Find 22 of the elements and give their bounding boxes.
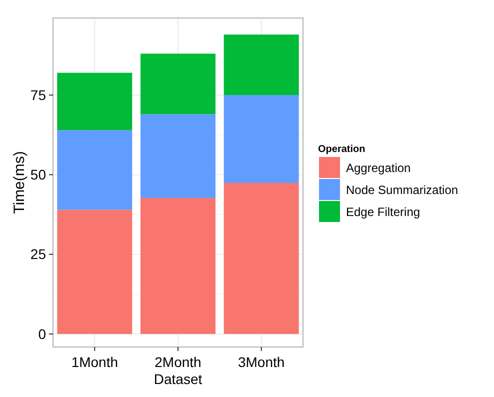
y-tick-label: 50	[30, 166, 46, 183]
x-tick-label: 3Month	[238, 354, 285, 370]
bar	[140, 114, 216, 198]
bar	[224, 182, 299, 334]
y-tick-label: 0	[38, 326, 46, 342]
x-tick-label: 2Month	[154, 354, 202, 370]
bar	[140, 54, 216, 114]
bar	[57, 130, 132, 210]
legend-label: Aggregation	[346, 161, 411, 176]
x-tick-label: 1Month	[71, 354, 118, 370]
bar	[224, 95, 299, 183]
y-tick-label: 75	[30, 86, 46, 103]
y-tick-label: 25	[30, 246, 46, 262]
legend-label: Node Summarization	[346, 183, 458, 198]
bar	[140, 198, 216, 334]
x-axis-title: Dataset	[154, 371, 202, 387]
y-axis-title: Time(ms)	[11, 151, 28, 214]
legend-label: Edge Filtering	[346, 205, 420, 220]
bar	[224, 34, 299, 96]
bar	[57, 210, 132, 334]
legend-title: Operation	[318, 144, 366, 155]
bar	[57, 72, 132, 130]
